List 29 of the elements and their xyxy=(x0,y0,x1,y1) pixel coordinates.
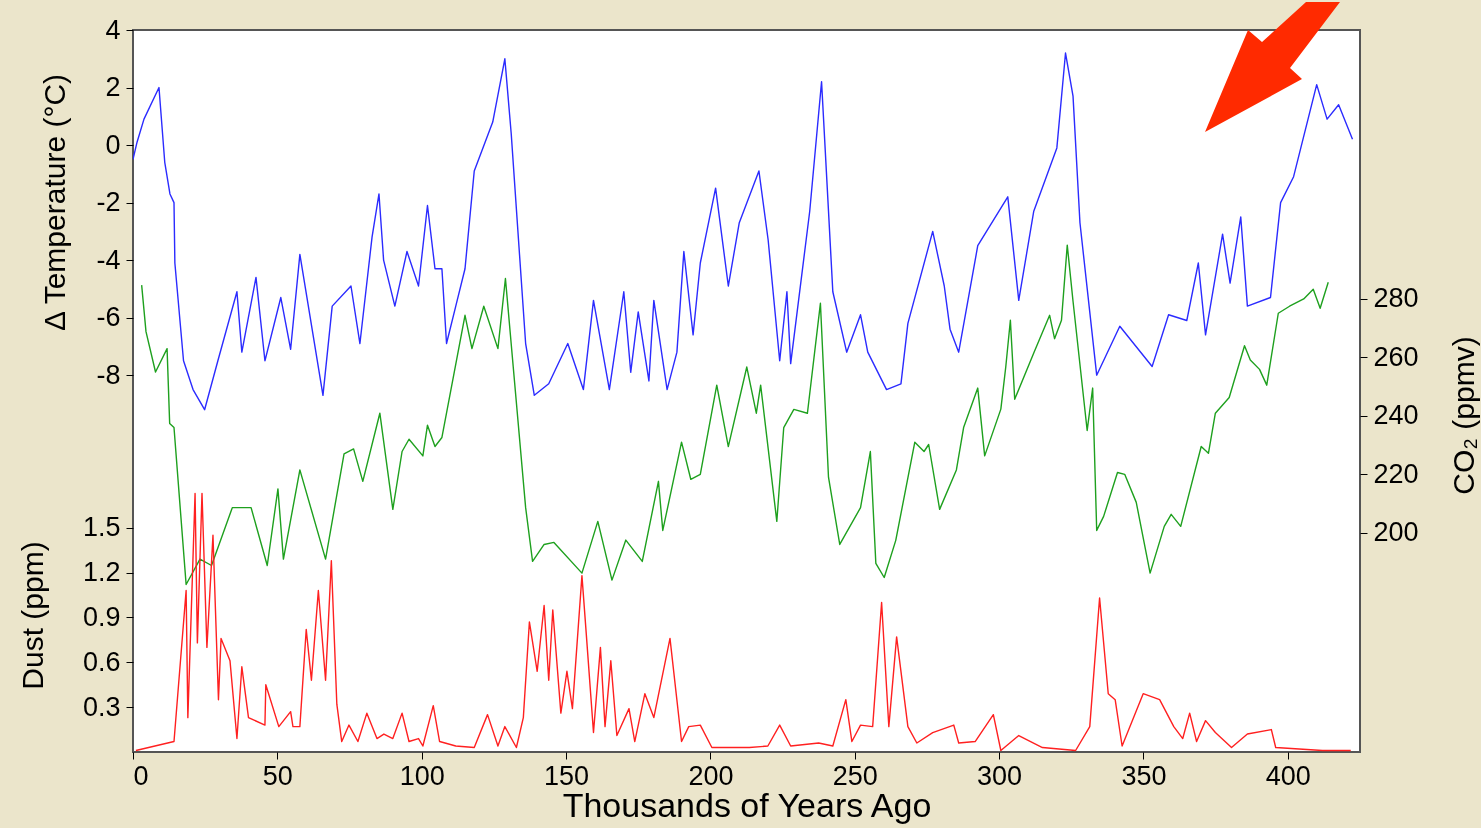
x-tick-label: 100 xyxy=(399,760,445,791)
x-tick-label: 350 xyxy=(1121,760,1167,791)
line-series xyxy=(135,492,1352,752)
y3-tick-label: 0.3 xyxy=(82,691,121,722)
y-tick-label: 2 xyxy=(105,72,121,103)
y-tick-label: -8 xyxy=(96,359,121,390)
y3-tick-label: 1.2 xyxy=(82,557,121,588)
y-tick-label: -4 xyxy=(96,244,121,275)
y-axis-title: Δ Temperature (°C) xyxy=(37,73,71,332)
y3-tick-label: 0.9 xyxy=(82,601,121,632)
x-tick-label: 400 xyxy=(1265,760,1311,791)
x-tick-label: 50 xyxy=(262,760,293,791)
x-tick-label: 0 xyxy=(133,760,149,791)
y2-tick-label: 240 xyxy=(1373,400,1419,431)
y-tick-label: -6 xyxy=(96,302,121,333)
line-series xyxy=(140,244,1329,586)
y2-tick-label: 200 xyxy=(1373,517,1419,548)
x-tick-label: 300 xyxy=(977,760,1023,791)
y3-tick-label: 1.5 xyxy=(82,512,121,543)
y3-axis-title: Dust (ppm) xyxy=(15,541,49,690)
line-series xyxy=(133,52,1354,411)
y-tick-label: 0 xyxy=(105,129,121,160)
y-tick-label: -2 xyxy=(96,187,121,218)
y2-tick-label: 280 xyxy=(1373,283,1419,314)
y3-tick-label: 0.6 xyxy=(82,646,121,677)
y2-axis-title: CO₂ (ppmv) xyxy=(1446,336,1480,495)
y2-tick-label: 260 xyxy=(1373,341,1419,372)
y2-tick-label: 220 xyxy=(1373,458,1419,489)
y-tick-label: 4 xyxy=(105,14,121,45)
